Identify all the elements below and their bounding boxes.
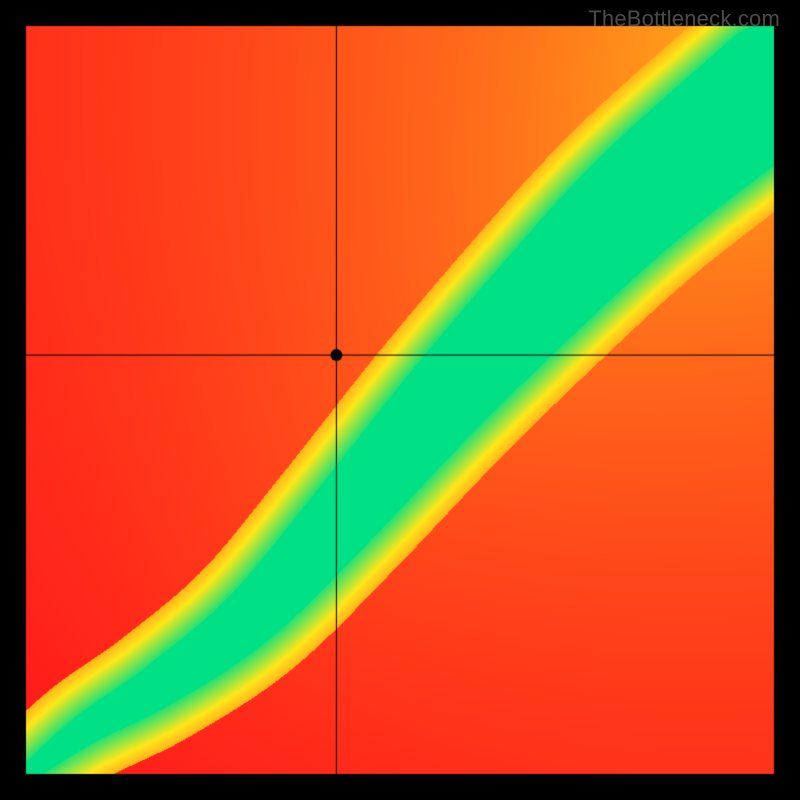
chart-container: TheBottleneck.com <box>0 0 800 800</box>
heatmap-canvas <box>0 0 800 800</box>
watermark-text: TheBottleneck.com <box>588 6 780 32</box>
